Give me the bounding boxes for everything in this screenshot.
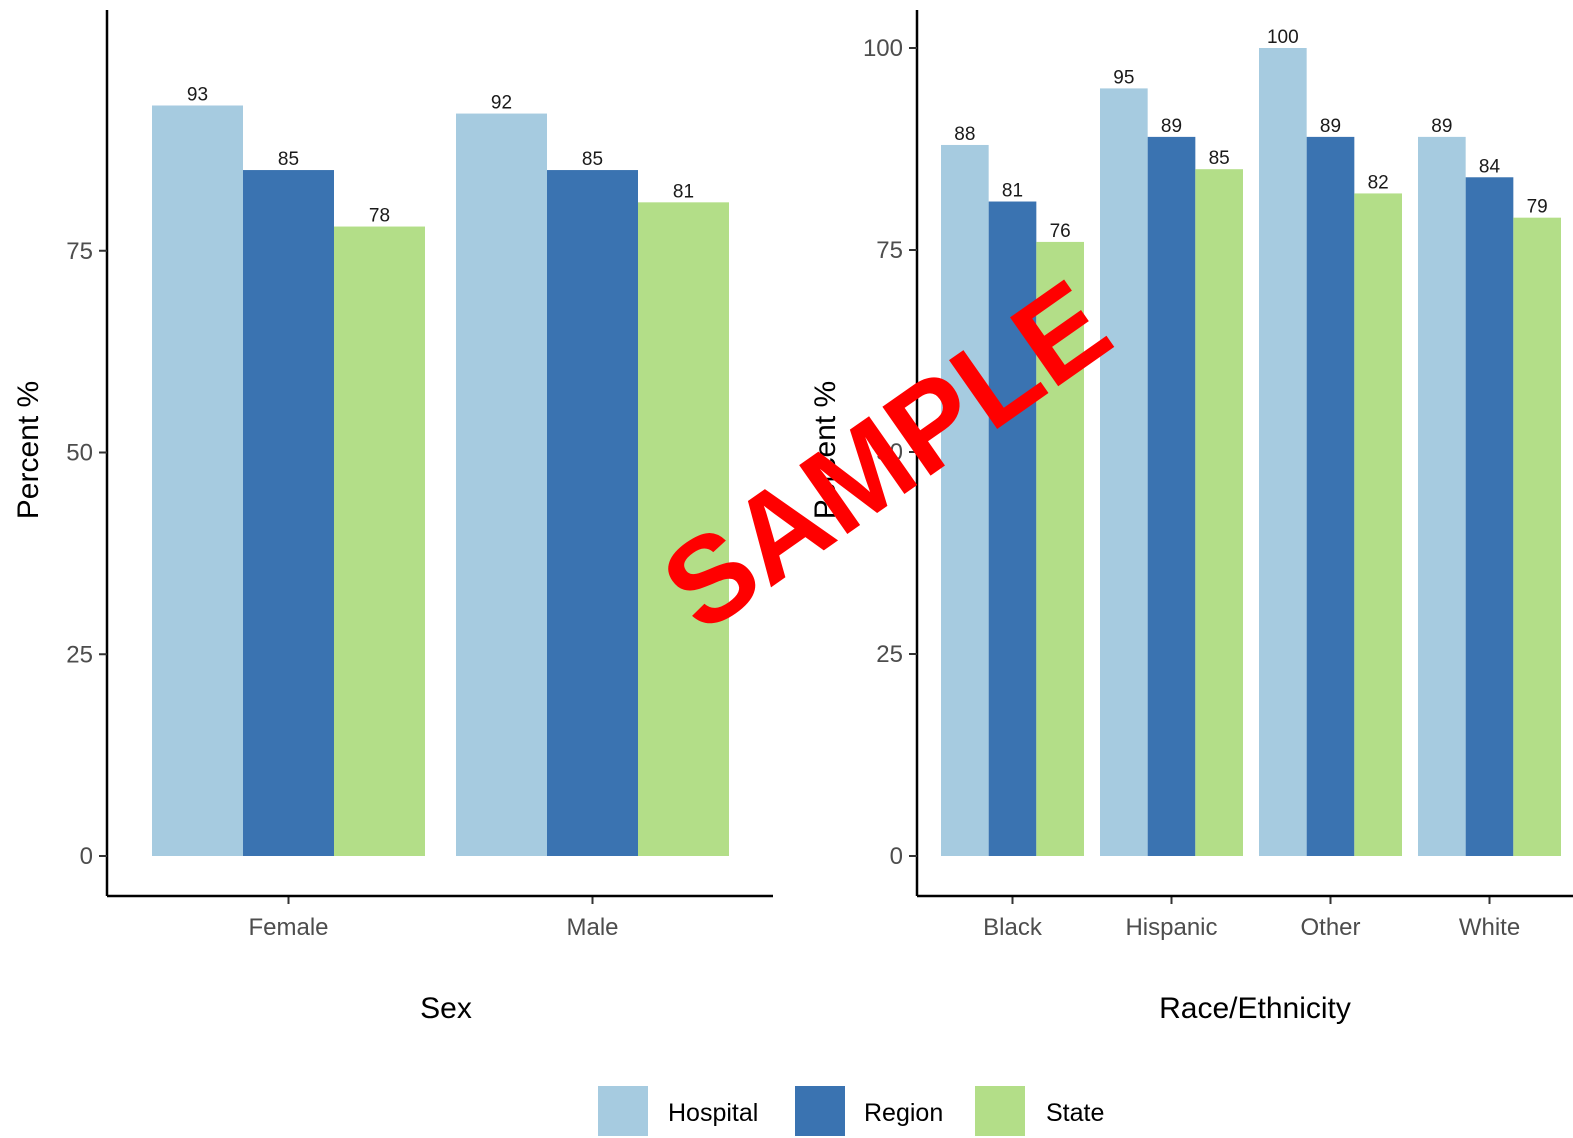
bar-other-region — [1306, 136, 1355, 856]
data-label-white-hospital: 89 — [1431, 116, 1452, 137]
bar-female-hospital — [152, 105, 243, 857]
x-axis-title: Race/Ethnicity — [1159, 992, 1351, 1025]
x-tick-label-black: Black — [983, 914, 1043, 941]
x-tick-label-hispanic: Hispanic — [1125, 914, 1217, 941]
legend-label-region: Region — [864, 1099, 943, 1127]
y-tick-label-50: 50 — [66, 440, 93, 467]
x-tick-label-male: Male — [566, 914, 618, 941]
legend-swatch-region — [795, 1086, 845, 1136]
data-label-male-hospital: 92 — [491, 93, 512, 114]
legend: Hospital Region State — [598, 1086, 1104, 1136]
bar-female-region — [243, 170, 334, 857]
legend-swatch-hospital — [598, 1086, 648, 1136]
bar-black-hospital — [941, 144, 989, 856]
y-tick-label-0: 0 — [890, 843, 903, 870]
y-tick-label-50: 50 — [876, 439, 903, 466]
x-tick-label-white: White — [1459, 914, 1520, 941]
y-tick-label-100: 100 — [863, 35, 903, 62]
sex-chart-panel: 93 85 78 Female 92 85 81 Male 0 25 50 75 Percent % Se… — [12, 10, 773, 1025]
y-tick-label-25: 25 — [66, 641, 93, 668]
data-label-other-hospital: 100 — [1267, 27, 1299, 48]
bar-black-region — [988, 201, 1037, 856]
legend-label-state: State — [1046, 1099, 1104, 1127]
y-tick-label-75: 75 — [876, 237, 903, 264]
data-label-hispanic-state: 85 — [1209, 148, 1230, 169]
y-axis-title: Percent % — [809, 381, 842, 519]
data-label-female-state: 78 — [369, 206, 390, 227]
data-label-male-region: 85 — [582, 149, 603, 170]
bar-hispanic-region — [1147, 136, 1196, 856]
data-label-female-hospital: 93 — [187, 84, 208, 105]
bar-white-state — [1513, 217, 1561, 856]
race-ethnicity-chart-panel: 88 81 76 Black 95 89 85 Hispanic 100 89 82 Other 89 8… — [809, 10, 1573, 1025]
data-label-black-state: 76 — [1050, 221, 1071, 242]
bar-hispanic-hospital — [1100, 88, 1148, 856]
data-label-other-state: 82 — [1368, 172, 1389, 193]
y-tick-label-0: 0 — [80, 843, 93, 870]
data-label-male-state: 81 — [673, 181, 694, 202]
bar-other-hospital — [1259, 48, 1307, 856]
bar-other-state — [1354, 193, 1402, 856]
bar-female-state — [334, 226, 425, 857]
y-axis-title: Percent % — [12, 381, 45, 519]
x-tick-label-other: Other — [1300, 914, 1360, 941]
data-label-black-region: 81 — [1002, 181, 1023, 202]
bar-male-hospital — [456, 113, 547, 856]
bar-hispanic-state — [1195, 169, 1243, 856]
data-label-black-hospital: 88 — [954, 124, 975, 145]
data-label-other-region: 89 — [1320, 116, 1341, 137]
data-label-white-region: 84 — [1479, 156, 1501, 177]
bar-white-hospital — [1418, 136, 1466, 856]
y-tick-label-25: 25 — [876, 641, 903, 668]
x-axis-title: Sex — [420, 992, 472, 1025]
bar-male-state — [638, 202, 729, 856]
bar-black-state — [1036, 241, 1084, 857]
bar-white-region — [1465, 177, 1514, 856]
data-label-female-region: 85 — [278, 149, 299, 170]
data-label-white-state: 79 — [1527, 197, 1548, 218]
legend-swatch-state — [975, 1086, 1025, 1136]
legend-label-hospital: Hospital — [668, 1099, 758, 1127]
data-label-hispanic-hospital: 95 — [1113, 67, 1134, 88]
y-tick-label-75: 75 — [66, 238, 93, 265]
x-tick-label-female: Female — [248, 914, 328, 941]
bar-male-region — [547, 170, 638, 857]
data-label-hispanic-region: 89 — [1161, 116, 1182, 137]
